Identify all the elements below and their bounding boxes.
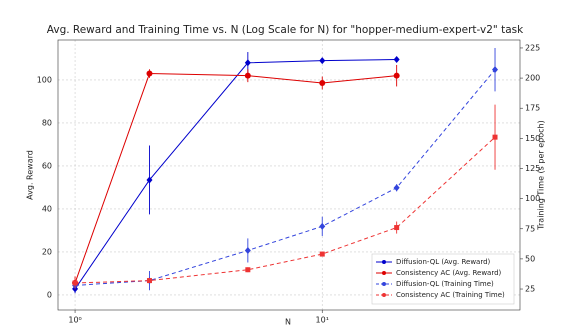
y2-tick-label: 175 bbox=[525, 104, 540, 113]
y-tick-label: 80 bbox=[42, 118, 52, 127]
y2-tick-label: 100 bbox=[525, 194, 540, 203]
legend-box bbox=[371, 253, 515, 305]
marker bbox=[393, 72, 400, 79]
x-tick-label: 10⁰ bbox=[68, 316, 81, 325]
marker bbox=[72, 280, 78, 286]
legend-marker bbox=[382, 293, 386, 297]
legend-label: Diffusion-QL (Avg. Reward) bbox=[396, 258, 491, 266]
y2-tick-label: 150 bbox=[525, 134, 540, 143]
y-tick-label: 0 bbox=[47, 290, 52, 299]
marker bbox=[319, 79, 326, 86]
legend-label: Diffusion-QL (Training Time) bbox=[396, 280, 494, 288]
legend-label: Consistency AC (Avg. Reward) bbox=[396, 269, 502, 277]
y-tick-label: 20 bbox=[42, 247, 52, 256]
y-tick-label: 40 bbox=[42, 204, 52, 213]
y2-tick-label: 75 bbox=[525, 224, 535, 233]
marker bbox=[244, 246, 251, 254]
marker bbox=[319, 222, 326, 230]
series-line bbox=[75, 136, 496, 284]
marker bbox=[393, 184, 400, 192]
marker bbox=[146, 278, 152, 284]
marker bbox=[244, 72, 251, 79]
marker bbox=[394, 225, 400, 231]
y2-tick-label: 50 bbox=[525, 254, 535, 263]
legend-marker bbox=[382, 271, 386, 275]
y2-tick-label: 125 bbox=[525, 164, 540, 173]
marker bbox=[319, 57, 326, 65]
x-axis-label: N bbox=[285, 318, 291, 327]
x-tick-label: 10¹ bbox=[316, 316, 329, 325]
marker bbox=[492, 66, 499, 74]
marker bbox=[492, 134, 498, 140]
y2-tick-label: 25 bbox=[525, 285, 535, 294]
y2-tick-label: 225 bbox=[525, 43, 540, 52]
y2-tick-label: 200 bbox=[525, 74, 540, 83]
marker bbox=[319, 251, 325, 257]
series-line bbox=[75, 69, 496, 286]
legend-label: Consistency AC (Training Time) bbox=[396, 291, 505, 299]
plot-frame bbox=[57, 39, 521, 311]
marker bbox=[146, 176, 153, 184]
chart-title: Avg. Reward and Training Time vs. N (Log… bbox=[47, 24, 524, 36]
y-axis-label: Avg. Reward bbox=[26, 150, 35, 200]
y2-axis-label: Training Time (s per epoch) bbox=[537, 120, 546, 230]
marker bbox=[245, 267, 251, 273]
y-tick-label: 100 bbox=[37, 75, 52, 84]
legend-marker bbox=[382, 260, 386, 264]
marker bbox=[244, 59, 251, 67]
marker bbox=[146, 70, 153, 77]
legend-marker bbox=[382, 282, 386, 286]
series-line bbox=[74, 73, 397, 284]
marker bbox=[393, 56, 400, 64]
y-tick-label: 60 bbox=[42, 161, 52, 170]
